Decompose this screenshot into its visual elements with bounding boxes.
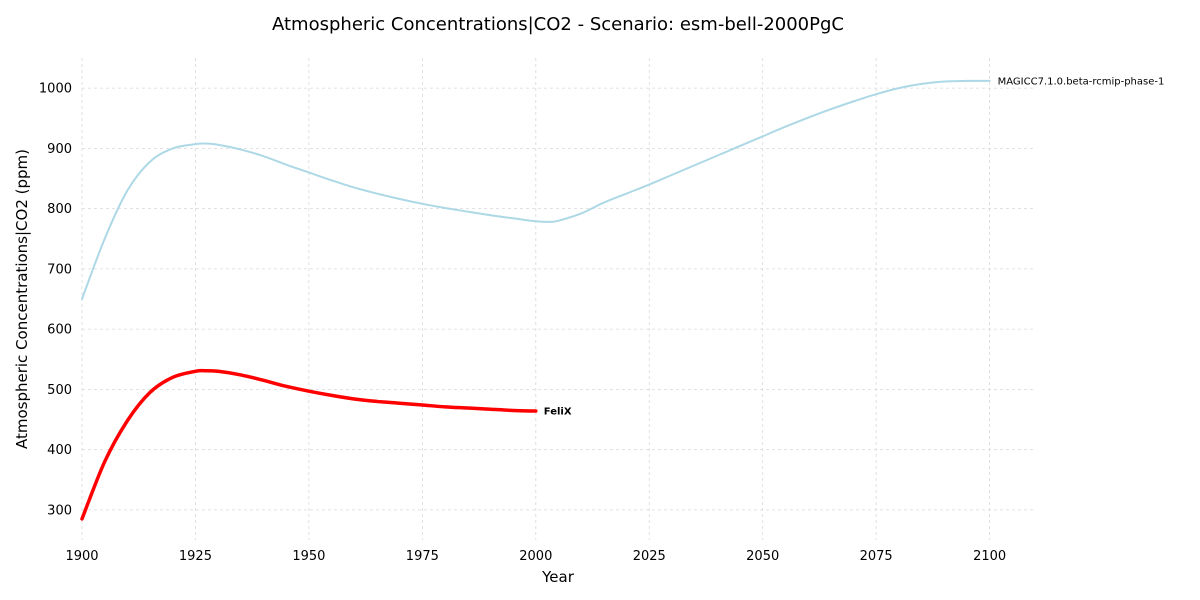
y-tick-label: 600: [47, 323, 72, 338]
x-tick-label: 2000: [519, 549, 552, 564]
y-tick-label: 300: [47, 503, 72, 518]
axis-ticks: 1900 1925 1950 1975 2000 2025 2050 2075 2100 300 4…: [39, 82, 1006, 564]
x-tick-label: 2075: [860, 549, 893, 564]
x-tick-label: 2100: [973, 549, 1006, 564]
y-tick-label: 700: [47, 262, 72, 277]
y-tick-label: 500: [47, 383, 72, 398]
y-tick-label: 900: [47, 142, 72, 157]
grid: [81, 58, 1035, 540]
x-tick-label: 1975: [406, 549, 439, 564]
y-tick-label: 1000: [39, 82, 72, 97]
x-tick-label: 2025: [633, 549, 666, 564]
y-axis-label: Atmospheric Concentrations|CO2 (ppm): [13, 149, 31, 449]
y-tick-label: 400: [47, 443, 72, 458]
x-tick-label: 1900: [65, 549, 98, 564]
series-line-0: [81, 79, 991, 300]
x-tick-label: 1950: [292, 549, 325, 564]
x-axis-label: Year: [541, 568, 575, 586]
series-end-label-0: MAGICC7.1.0.beta-rcmip-phase-1: [998, 76, 1165, 87]
series-end-label-1: FeliX: [544, 407, 572, 418]
x-tick-label: 1925: [179, 549, 212, 564]
chart-title: Atmospheric Concentrations|CO2 - Scenari…: [272, 14, 844, 35]
series-line-1: [80, 368, 538, 521]
x-tick-label: 2050: [746, 549, 779, 564]
y-tick-label: 800: [47, 202, 72, 217]
series-layer: MAGICC7.1.0.beta-rcmip-phase-1 FeliX: [80, 76, 1165, 521]
